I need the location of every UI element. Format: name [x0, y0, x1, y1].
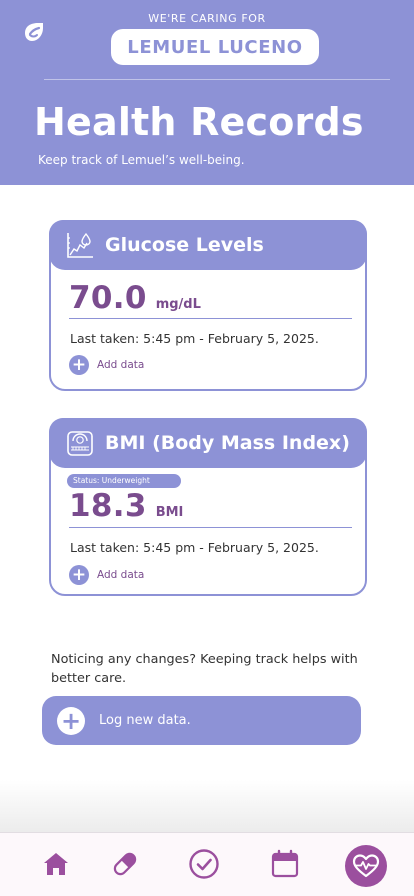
bmi-value-row: 18.3 BMI: [69, 488, 183, 524]
bmi-unit: BMI: [155, 505, 184, 520]
nav-calendar[interactable]: [268, 847, 302, 881]
home-icon: [44, 853, 68, 875]
page-subtitle: Keep track of Lemuel’s well-being.: [38, 153, 245, 167]
nav-medications[interactable]: [108, 847, 142, 881]
bmi-divider: [69, 527, 352, 528]
pill-icon: [113, 852, 137, 876]
scale-icon: [67, 431, 93, 456]
bmi-value: 18.3: [69, 488, 147, 524]
plus-circle-icon: +: [57, 706, 85, 735]
bmi-status-badge: Status: Underweight: [67, 474, 181, 488]
nav-tasks[interactable]: [187, 847, 221, 881]
tracking-hint: Noticing any changes? Keeping track help…: [51, 652, 358, 686]
bmi-card[interactable]: BMI (Body Mass Index) Status: Underweigh…: [49, 418, 367, 596]
calendar-icon: [271, 849, 299, 878]
glucose-last-taken: Last taken: 5:45 pm - February 5, 2025.: [70, 331, 319, 346]
nav-home[interactable]: [39, 847, 73, 881]
header-divider: [44, 79, 390, 80]
check-circle-icon: [189, 849, 219, 879]
bottom-nav: [0, 832, 414, 896]
bmi-card-header: BMI (Body Mass Index): [49, 418, 367, 468]
log-new-data-button[interactable]: + Log new data.: [42, 696, 361, 745]
glucose-value: 70.0: [69, 280, 147, 316]
glucose-card-header: Glucose Levels: [49, 220, 367, 270]
header: WE'RE CARING FOR LEMUEL LUCENO Health Re…: [0, 0, 414, 185]
leaf-logo-icon[interactable]: [22, 20, 46, 44]
bmi-card-title: BMI (Body Mass Index): [105, 432, 350, 454]
patient-name-pill[interactable]: LEMUEL LUCENO: [111, 29, 319, 65]
bmi-last-taken: Last taken: 5:45 pm - February 5, 2025.: [70, 540, 319, 555]
glucose-card[interactable]: Glucose Levels 70.0 mg/dL Last taken: 5:…: [49, 220, 367, 391]
bottom-fade: [0, 780, 414, 832]
glucose-add-data-button[interactable]: + Add data: [69, 355, 144, 375]
glucose-value-row: 70.0 mg/dL: [69, 280, 201, 316]
nav-health-records[interactable]: [345, 845, 387, 887]
page-title: Health Records: [34, 100, 364, 144]
plus-circle-icon: +: [69, 565, 89, 585]
caring-for-label: WE'RE CARING FOR: [148, 12, 266, 25]
glucose-add-data-label: Add data: [97, 359, 145, 371]
glucose-unit: mg/dL: [155, 297, 201, 312]
plus-circle-icon: +: [69, 355, 89, 375]
log-new-data-label: Log new data.: [99, 713, 191, 728]
bmi-add-data-button[interactable]: + Add data: [69, 565, 144, 585]
glucose-chart-icon: [67, 232, 93, 258]
heart-pulse-icon: [352, 854, 380, 878]
bmi-add-data-label: Add data: [97, 569, 145, 581]
glucose-divider: [69, 318, 352, 319]
glucose-card-title: Glucose Levels: [105, 234, 264, 256]
